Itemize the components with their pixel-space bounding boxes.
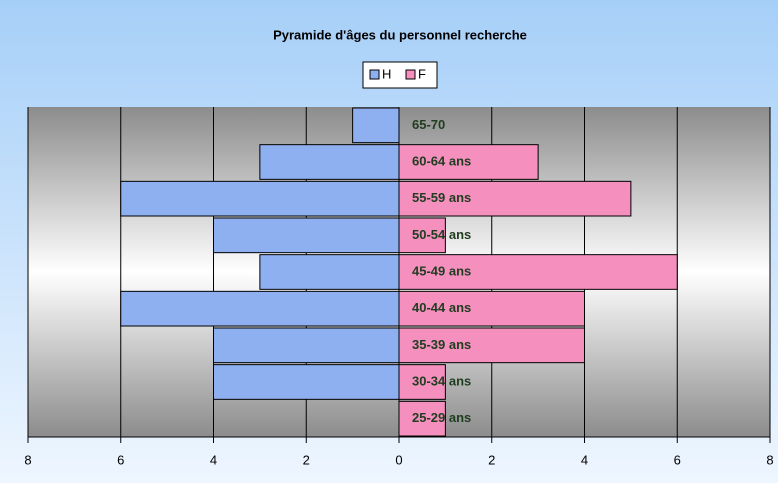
- bar: [398, 144, 539, 180]
- bar: [259, 144, 400, 180]
- bar: [398, 327, 585, 364]
- category-label: 45-49 ans: [412, 263, 471, 278]
- x-tick-label: 2: [488, 452, 495, 467]
- category-label: 65-70: [412, 117, 445, 132]
- category-label: 50-54 ans: [412, 227, 471, 242]
- bar: [398, 217, 446, 254]
- category-label: 25-29 ans: [412, 410, 471, 425]
- bar: [213, 327, 400, 364]
- x-tick-label: 6: [674, 452, 681, 467]
- category-label: 35-39 ans: [412, 337, 471, 352]
- x-tick-label: 8: [766, 452, 773, 467]
- bar: [120, 290, 400, 327]
- chart-title: Pyramide d'âges du personnel recherche: [273, 27, 527, 42]
- x-tick-label: 2: [303, 452, 310, 467]
- category-label: 55-59 ans: [412, 190, 471, 205]
- bar: [120, 180, 400, 217]
- x-tick-label: 8: [24, 452, 31, 467]
- legend-swatch: [405, 69, 416, 80]
- x-tick-label: 4: [581, 452, 588, 467]
- category-label: 30-34 ans: [412, 373, 471, 388]
- bar: [213, 217, 400, 254]
- bar: [259, 254, 400, 290]
- x-tick-label: 6: [117, 452, 124, 467]
- category-label: 60-64 ans: [412, 153, 471, 168]
- bar: [398, 180, 632, 217]
- bar: [213, 364, 400, 400]
- legend-swatch: [369, 69, 380, 80]
- x-tick-label: 0: [395, 452, 402, 467]
- bar: [398, 290, 585, 327]
- bar: [398, 364, 446, 400]
- legend-label: F: [418, 66, 426, 81]
- category-label: 40-44 ans: [412, 300, 471, 315]
- bar: [352, 107, 400, 144]
- bar: [398, 254, 678, 290]
- x-tick-label: 4: [210, 452, 217, 467]
- bar: [398, 400, 446, 437]
- legend-label: H: [382, 66, 391, 81]
